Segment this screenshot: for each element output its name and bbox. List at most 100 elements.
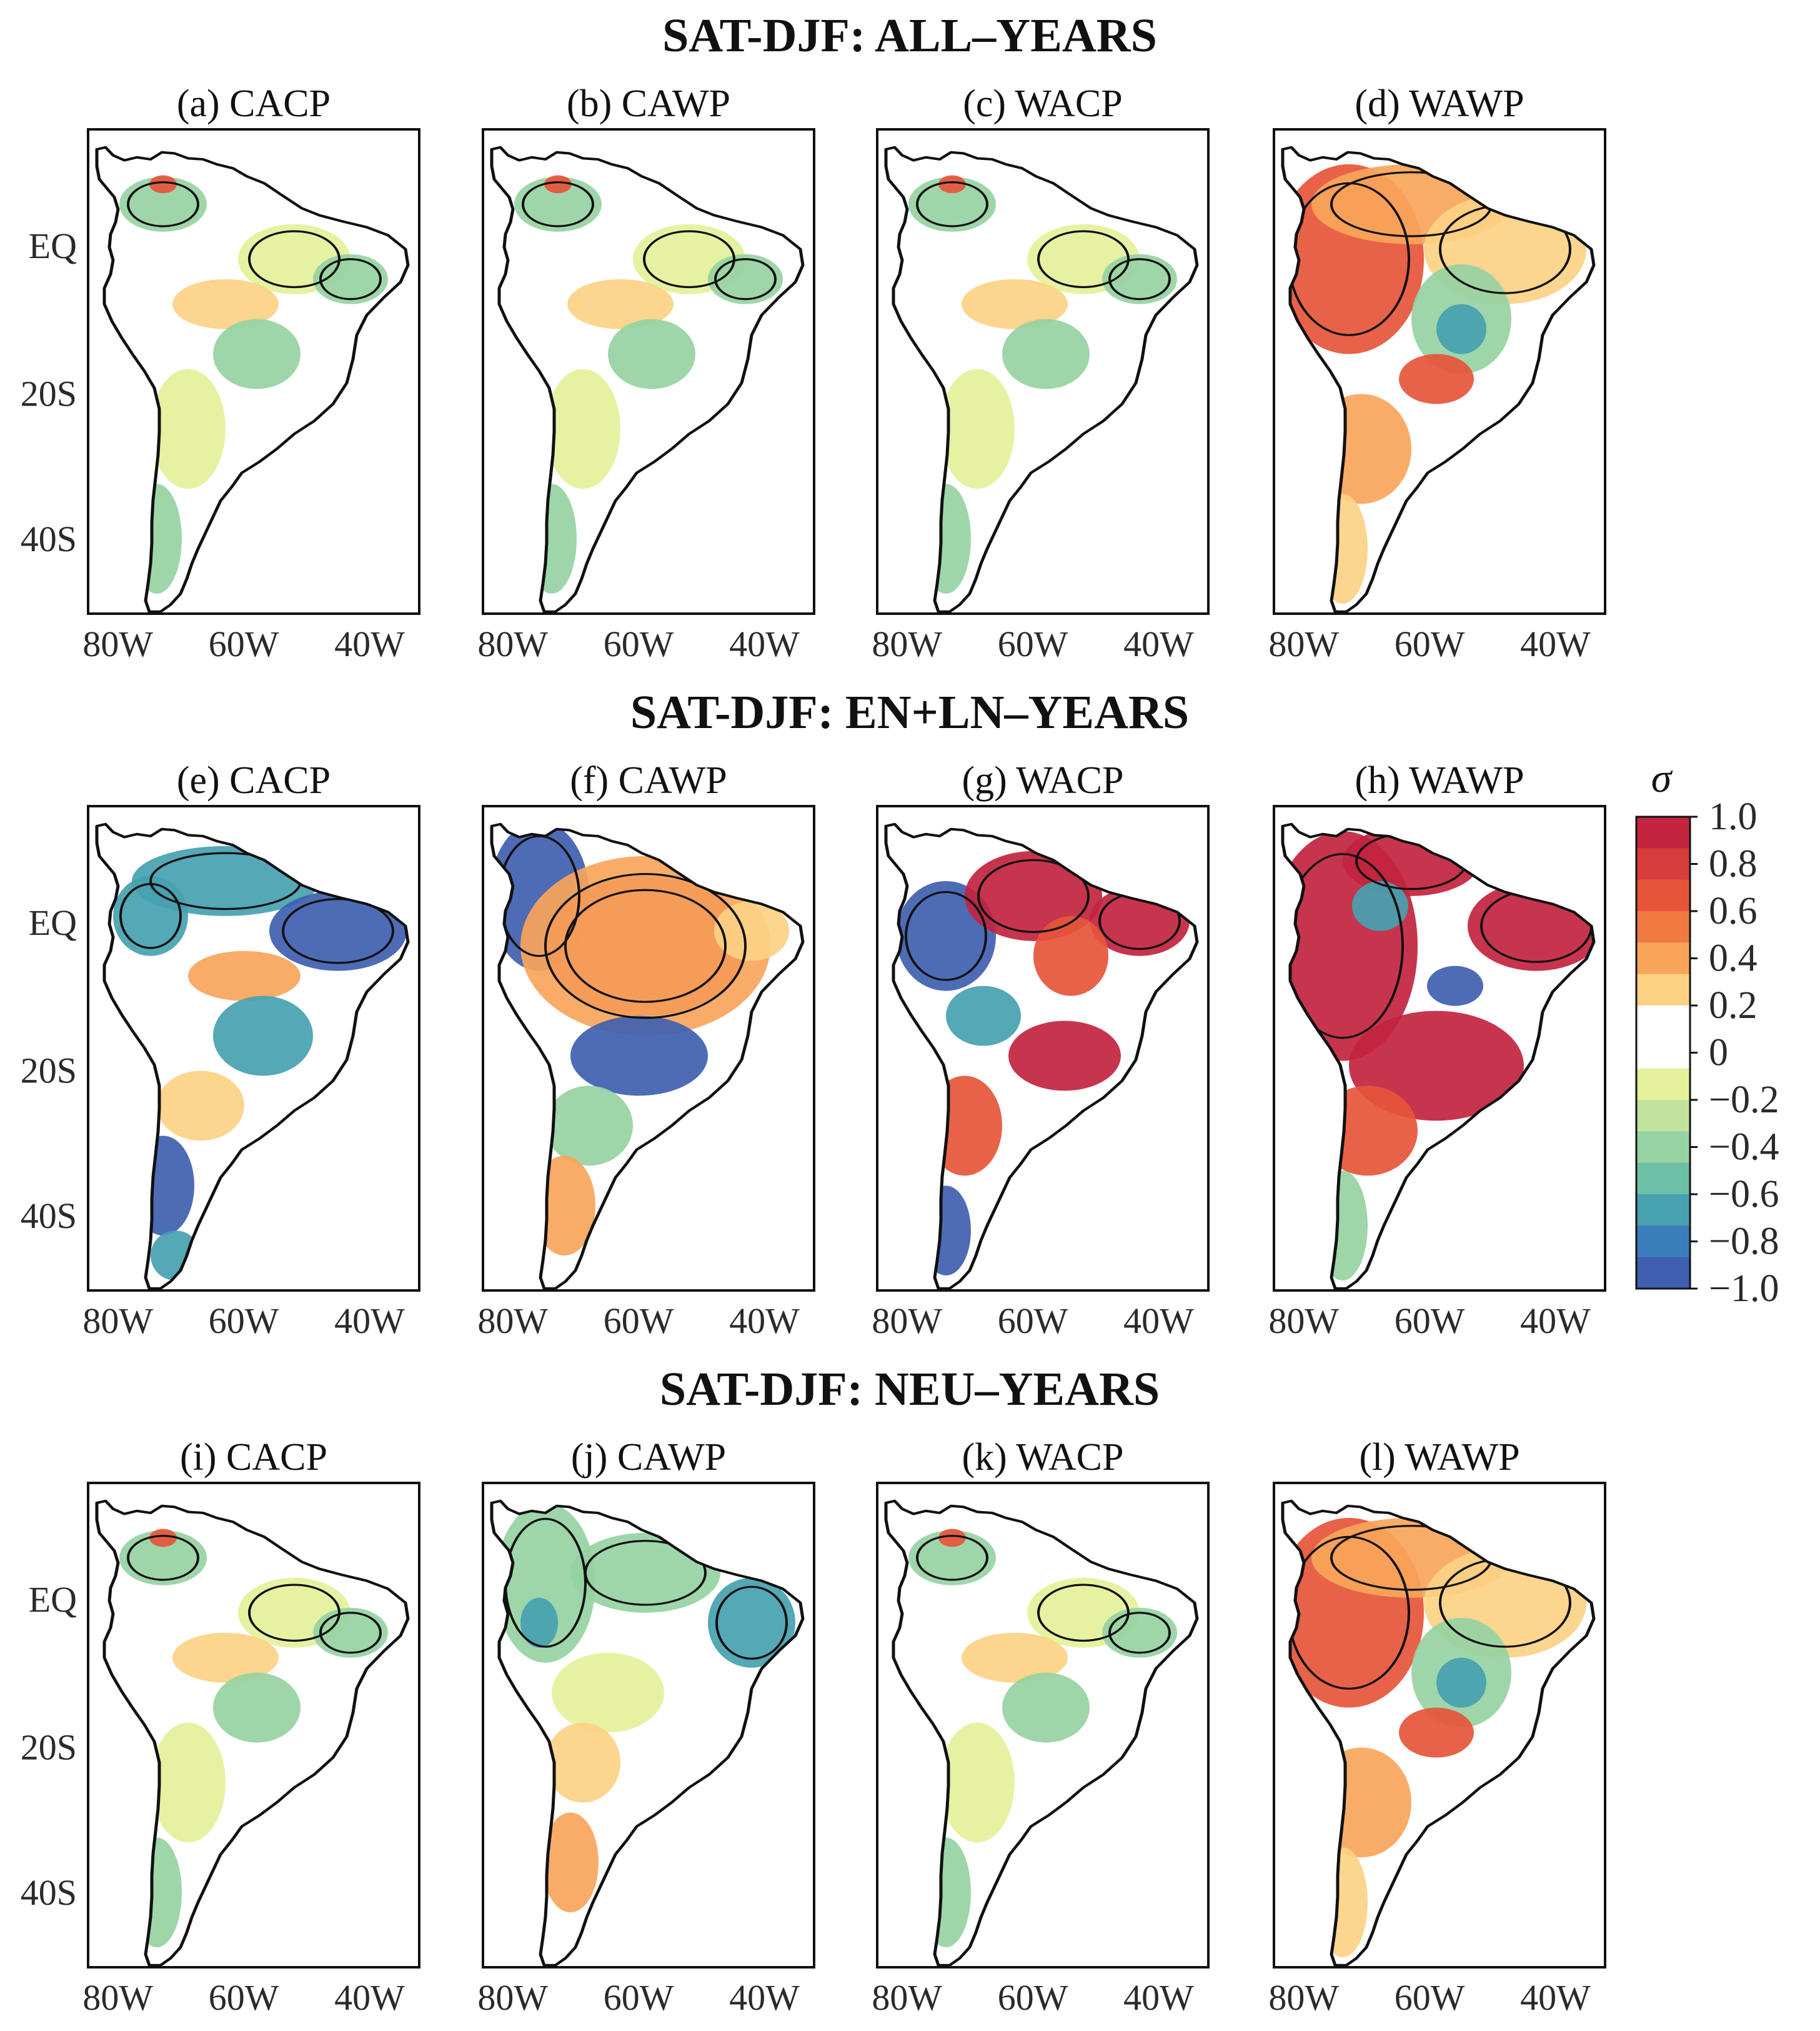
x-tick-label: 40W [1520, 1977, 1591, 2018]
x-tick-label: 80W [1268, 624, 1339, 664]
panel-frame [482, 805, 815, 1292]
significance-contour [282, 898, 394, 964]
anomaly-region [527, 484, 577, 594]
x-tick-label: 60W [998, 1300, 1068, 1341]
anomaly-region [714, 901, 789, 961]
anomaly-field [886, 824, 1197, 1289]
section-title: SAT-DJF: NEU–YEARS [660, 1363, 1160, 1415]
colorbar-segment [1636, 817, 1690, 849]
y-tick-label: 40S [21, 1872, 77, 1913]
anomaly-region [151, 369, 226, 489]
x-tick-label: 60W [1395, 1977, 1465, 2018]
panel-frame [1273, 805, 1606, 1292]
x-tick-label: 60W [209, 1300, 279, 1341]
panel-frame [482, 1482, 815, 1969]
x-tick-label: 40W [1123, 1300, 1194, 1341]
x-tick-label: 80W [872, 624, 942, 664]
x-tick-label: 80W [872, 1300, 942, 1341]
map-panel: (i) CACP 80W 60W 40W EQ 20S 40S [21, 1436, 420, 2018]
colorbar-segment [1636, 911, 1690, 943]
x-tick-label: 40W [334, 624, 405, 664]
map-panel: (k) WACP 80W 60W 40W [872, 1436, 1210, 2018]
x-tick-label: 60W [1395, 624, 1465, 664]
anomaly-field [492, 1500, 803, 1965]
x-tick-label: 40W [1123, 624, 1194, 664]
significance-contour [1108, 258, 1171, 301]
anomaly-region [1318, 1847, 1368, 1958]
significance-contour [977, 859, 1090, 933]
anomaly-region [1427, 966, 1483, 1006]
map-panel: (h) WAWP 80W 60W 40W [1268, 759, 1606, 1341]
anomaly-field [492, 147, 803, 612]
anomaly-region [157, 1070, 244, 1141]
anomaly-region [545, 1722, 620, 1803]
anomaly-region [921, 484, 971, 594]
anomaly-region [1399, 1707, 1474, 1758]
significance-contour [127, 1535, 199, 1581]
significance-contour [564, 889, 727, 1003]
colorbar-label: 0.4 [1709, 937, 1758, 980]
anomaly-field [97, 824, 408, 1289]
colorbar-segment [1636, 1006, 1690, 1037]
anomaly-field [97, 1500, 408, 1965]
panel-frame [876, 128, 1210, 615]
anomaly-field [1283, 824, 1594, 1289]
anomaly-region [313, 1607, 388, 1658]
panel-title: (i) CACP [180, 1436, 327, 1479]
anomaly-region [708, 254, 783, 304]
anomaly-region [921, 1185, 971, 1276]
x-tick-label: 60W [604, 624, 674, 664]
significance-contour [715, 1585, 788, 1660]
colorbar-label: −1.0 [1709, 1267, 1779, 1310]
anomaly-region [552, 1652, 664, 1733]
panel-title: (k) WACP [962, 1436, 1124, 1479]
anomaly-region [1102, 254, 1177, 304]
x-tick-label: 80W [872, 1977, 942, 2018]
anomaly-field [1283, 147, 1594, 612]
section-title: SAT-DJF: ALL–YEARS [662, 9, 1157, 62]
anomaly-region [213, 996, 313, 1076]
anomaly-region [269, 891, 407, 971]
anomaly-region [927, 1075, 1002, 1176]
anomaly-region [1102, 1607, 1177, 1658]
anomaly-region [119, 1530, 207, 1585]
significance-contour [248, 1584, 341, 1642]
x-tick-label: 80W [477, 624, 548, 664]
x-tick-label: 40W [729, 624, 800, 664]
panel-title: (j) CAWP [571, 1436, 726, 1479]
x-tick-label: 80W [477, 1977, 548, 2018]
colorbar-label: 0 [1709, 1032, 1728, 1074]
panels-layer: (a) CACP 80W 60W 40W EQ 20S 40S (b) CAWP 80W 60W 4… [21, 82, 1606, 2018]
anomaly-region [1008, 1020, 1121, 1091]
x-tick-label: 40W [334, 1977, 405, 2018]
panel-frame [876, 1482, 1210, 1969]
colorbar-unit: σ [1651, 756, 1673, 801]
significance-contour [1108, 1612, 1171, 1654]
colorbar-label: −0.2 [1709, 1079, 1779, 1121]
panel-title: (e) CACP [177, 759, 331, 802]
x-tick-label: 60W [1395, 1300, 1465, 1341]
significance-contour [916, 1535, 988, 1581]
panel-title: (c) WACP [963, 82, 1122, 125]
y-tick-label: EQ [29, 226, 77, 266]
colorbar-label: 0.2 [1709, 984, 1758, 1027]
anomaly-region [544, 175, 572, 194]
anomaly-field [97, 147, 408, 612]
colorbar-segment [1636, 879, 1690, 912]
anomaly-region [172, 1632, 279, 1683]
x-tick-label: 40W [1520, 624, 1591, 664]
anomaly-region [151, 1722, 226, 1843]
map-panel: (c) WACP 80W 60W 40W [872, 82, 1210, 664]
panel-title: (l) WAWP [1359, 1436, 1519, 1479]
map-panel: (g) WACP 80W 60W 40W [872, 759, 1210, 1341]
anomaly-region [213, 1672, 301, 1743]
panel-frame [482, 128, 815, 615]
significance-contour [319, 1612, 382, 1654]
panel-title: (h) WAWP [1355, 759, 1524, 802]
x-tick-label: 80W [82, 1977, 153, 2018]
anomaly-region [119, 176, 207, 232]
y-tick-label: 20S [21, 1050, 77, 1090]
anomaly-region [938, 1529, 966, 1547]
colorbar-segment [1636, 848, 1690, 881]
colorbar-label: −0.8 [1709, 1220, 1779, 1263]
